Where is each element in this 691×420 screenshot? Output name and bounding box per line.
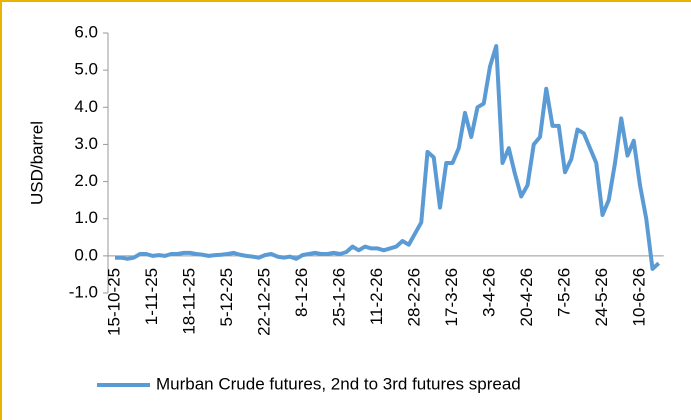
x-tick-label: 25-1-26: [329, 268, 348, 327]
x-tick-label: 15-10-25: [104, 268, 123, 336]
y-tick-label: 6.0: [74, 22, 98, 41]
x-tick-label: 5-12-25: [217, 268, 236, 327]
x-tick-label: 7-5-26: [554, 268, 573, 317]
x-tick-label: 1-11-25: [142, 268, 161, 325]
y-tick-label: 0.0: [74, 245, 98, 264]
legend-label: Murban Crude futures, 2nd to 3rd futures…: [156, 374, 521, 393]
x-tick-label: 28-2-26: [404, 268, 423, 327]
x-tick-label: 11-2-26: [367, 268, 386, 325]
x-tick-label: 3-4-26: [479, 268, 498, 317]
x-tick-label: 22-12-25: [254, 268, 273, 336]
data-line: [115, 44, 661, 271]
x-tick-label: 10-6-26: [629, 268, 648, 327]
y-tick-label: 3.0: [74, 134, 98, 153]
x-tick-label: 20-4-26: [517, 268, 536, 327]
y-tick-label: 4.0: [74, 97, 98, 116]
y-tick-label: 2.0: [74, 171, 98, 190]
x-tick-label: 8-1-26: [292, 268, 311, 317]
x-tick-label: 17-3-26: [442, 268, 461, 327]
y-tick-label: 1.0: [74, 208, 98, 227]
x-tick-label: 24-5-26: [592, 268, 611, 327]
y-tick-label: -1.0: [69, 282, 98, 301]
x-tick-label: 18-11-25: [179, 268, 198, 335]
y-tick-label: 5.0: [74, 60, 98, 79]
y-axis-label: USD/barrel: [27, 121, 46, 205]
